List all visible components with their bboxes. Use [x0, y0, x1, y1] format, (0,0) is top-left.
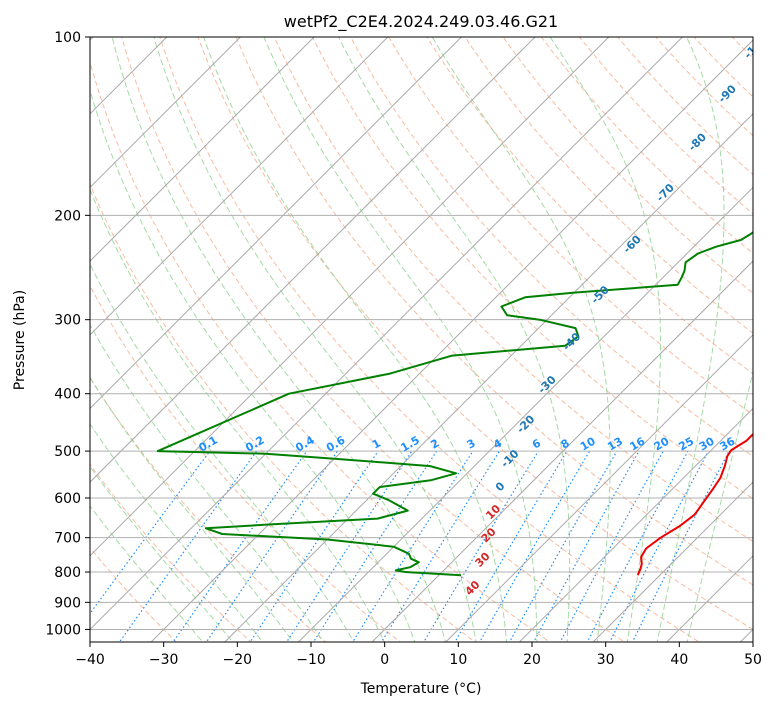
x-tick-label: 40 [670, 652, 688, 668]
y-tick-label: 100 [54, 30, 81, 46]
dry-adiabat-line [311, 37, 753, 500]
x-tick-label: 30 [597, 652, 615, 668]
dry-adiabat-line [90, 60, 551, 642]
isotherm-line [90, 37, 463, 410]
x-tick-label: 20 [523, 652, 541, 668]
isotherm-line [90, 37, 315, 262]
dry-adiabat-line [90, 546, 178, 642]
isotherm-line [90, 37, 610, 557]
dry-adiabat-line [388, 37, 753, 416]
moist-adiabat-line [656, 37, 725, 642]
dry-adiabat-line [350, 37, 753, 458]
isotherm-line [518, 407, 753, 642]
plot-frame [89, 36, 754, 643]
y-tick-label: 800 [54, 565, 81, 581]
chart-title: wetPf2_C2E4.2024.249.03.46.G21 [284, 12, 558, 32]
y-tick-label: 500 [54, 444, 81, 460]
moist-adiabat-line [203, 37, 508, 642]
isotherm-line [445, 334, 753, 642]
x-tick-label: −30 [149, 652, 179, 668]
isotherm-line [150, 39, 753, 642]
y-tick-label: 700 [54, 531, 81, 547]
isotherm-line [90, 37, 536, 483]
x-tick-label: −20 [223, 652, 253, 668]
x-tick-label: 50 [744, 652, 762, 668]
y-axis-ticks: 100 200 300 400 500 600 700 800 900 1000 [45, 30, 90, 638]
y-tick-label: 900 [54, 595, 81, 611]
isotherm-line [90, 37, 389, 336]
x-axis-label: Temperature (°C) [360, 681, 482, 697]
dry-adiabat-line [159, 37, 701, 642]
dewpoint-profile-line [156, 230, 753, 577]
isotherms [90, 37, 753, 642]
isotherm-line [592, 481, 753, 642]
x-tick-label: 0 [380, 652, 389, 668]
isotherm-line [90, 37, 242, 189]
dry-adiabat-line [90, 463, 252, 642]
y-tick-label: 300 [54, 313, 81, 329]
dry-adiabat-line [464, 37, 753, 334]
y-tick-label: 600 [54, 491, 81, 507]
dry-adiabat-line [121, 37, 626, 642]
isotherm-line [90, 37, 684, 631]
dry-adiabat-line [90, 284, 402, 642]
moist-adiabat-line [90, 505, 204, 642]
temperature-profile-line [636, 432, 753, 576]
isotherm-line [371, 260, 753, 642]
x-axis-ticks: −40 −30 −20 −10 0 10 20 30 40 50 [75, 642, 762, 668]
x-tick-label: −10 [296, 652, 326, 668]
isotherm-label: -100 [741, 33, 770, 62]
profile-series [156, 230, 753, 577]
moist-adiabat-line [90, 323, 324, 642]
y-tick-label: 1000 [45, 622, 81, 638]
y-tick-label: 400 [54, 387, 81, 403]
plot-area: -100-90-80-70-60-50-40-30-20-10010203040… [90, 33, 770, 642]
dry-adiabat-line [502, 37, 753, 294]
dry-adiabat-line [235, 37, 753, 586]
y-tick-label: 200 [54, 208, 81, 224]
isotherm-line [224, 113, 753, 642]
x-tick-label: −40 [75, 652, 105, 668]
y-axis-label: Pressure (hPa) [12, 290, 28, 390]
x-tick-label: 10 [449, 652, 467, 668]
